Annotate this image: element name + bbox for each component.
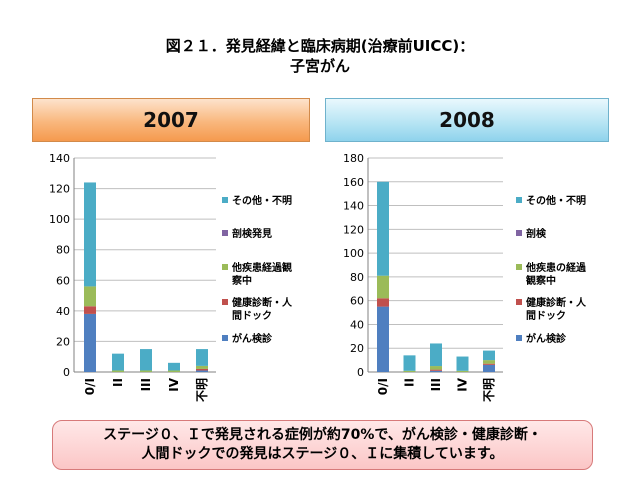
summary-note-line2: 人間ドックでの発見はステージ０、Ｉに集積しています。: [141, 446, 504, 462]
x-category-label: III: [139, 378, 153, 391]
y-tick-label: 20: [56, 335, 70, 348]
y-tick-label: 100: [49, 213, 70, 226]
y-tick-label: 20: [350, 342, 364, 355]
y-tick-label: 60: [56, 274, 70, 287]
y-tick-label: 160: [343, 176, 364, 189]
year-header-2007: 2007: [32, 98, 310, 142]
legend-entry: がん検診: [526, 332, 567, 345]
legend-entry: その他・不明: [526, 194, 586, 207]
x-category-label: II: [111, 378, 125, 387]
x-category-label: IV: [456, 377, 470, 391]
page-title: 図２１．発見経緯と臨床病期(治療前UICC)： 子宮がん: [0, 36, 640, 76]
bar-segment: [84, 306, 96, 314]
bar-segment: [483, 350, 495, 361]
x-category-label: II: [403, 378, 417, 387]
y-tick-label: 40: [56, 305, 70, 318]
x-category-label: III: [429, 378, 443, 391]
bar-segment: [84, 313, 96, 372]
page-title-line1: 図２１．発見経緯と臨床病期(治療前UICC)：: [165, 37, 475, 55]
x-category-label: IV: [167, 377, 181, 391]
summary-note-line1: ステージ０、Ｉで発見される症例が約70%で、がん検診・健康診断・: [103, 427, 542, 443]
year-header-2008: 2008: [325, 98, 609, 142]
bar-segment: [403, 355, 416, 371]
legend-swatch: [222, 230, 228, 236]
y-tick-label: 80: [350, 271, 364, 284]
y-tick-label: 0: [63, 366, 70, 379]
legend-entry: 他疾患の経過観察中: [525, 261, 587, 287]
legend-swatch: [222, 335, 228, 341]
y-tick-label: 120: [49, 183, 70, 196]
legend-swatch: [516, 197, 522, 203]
legend-swatch: [222, 197, 228, 203]
y-tick-label: 0: [357, 366, 364, 379]
bar-segment: [403, 370, 416, 372]
x-category-label: 0/I: [376, 378, 390, 395]
legend-entry: がん検診: [232, 332, 273, 345]
legend-entry: 他疾患経過観察中: [231, 261, 292, 287]
bar-segment: [112, 370, 124, 372]
y-tick-label: 180: [343, 152, 364, 165]
legend-entry: 剖検: [526, 227, 547, 240]
y-tick-label: 120: [343, 223, 364, 236]
bar-segment: [196, 365, 208, 369]
bar-segment: [377, 298, 389, 307]
bar-segment: [196, 349, 208, 366]
bar-segment: [430, 369, 442, 371]
year-label-2008: 2008: [439, 108, 495, 132]
legend-entry: その他・不明: [232, 194, 292, 207]
x-category-label: 0/I: [83, 378, 97, 395]
legend-entry: 健康診断・人間ドック: [526, 296, 587, 322]
summary-note: ステージ０、Ｉで発見される症例が約70%で、がん検診・健康診断・ 人間ドックでの…: [52, 420, 593, 470]
bar-segment: [483, 364, 495, 372]
bar-segment: [168, 362, 180, 371]
bar-segment: [196, 368, 208, 371]
bar-segment: [84, 182, 96, 287]
y-tick-label: 140: [343, 200, 364, 213]
bar-segment: [456, 370, 469, 372]
legend-swatch: [516, 335, 522, 341]
bar-segment: [112, 353, 124, 371]
bar-segment: [168, 370, 180, 372]
bar-segment: [196, 370, 208, 372]
bar-segment: [140, 370, 152, 372]
bar-segment: [483, 360, 495, 364]
y-tick-label: 40: [350, 318, 364, 331]
legend-swatch: [222, 264, 228, 270]
bar-segment: [430, 370, 442, 372]
bar-segment: [140, 349, 152, 371]
bar-segment: [483, 363, 495, 365]
bar-segment: [377, 306, 389, 372]
y-tick-label: 140: [49, 152, 70, 165]
bar-segment: [377, 181, 389, 276]
bar-segment: [430, 343, 442, 367]
legend-entry: 剖検発見: [232, 227, 272, 240]
y-tick-label: 60: [350, 295, 364, 308]
bar-segment: [456, 356, 469, 371]
bar-segment: [377, 275, 389, 299]
y-tick-label: 100: [343, 247, 364, 260]
bar-segment: [430, 366, 442, 370]
legend-swatch: [516, 264, 522, 270]
legend-swatch: [516, 299, 522, 305]
x-category-label: 不明: [195, 378, 209, 402]
legend-swatch: [222, 299, 228, 305]
x-category-label: 不明: [482, 378, 496, 402]
bar-segment: [84, 286, 96, 307]
year-label-2007: 2007: [143, 108, 199, 132]
legend-entry: 健康診断・人間ドック: [232, 296, 293, 322]
legend-swatch: [516, 230, 522, 236]
y-tick-label: 80: [56, 244, 70, 257]
page-title-line2: 子宮がん: [289, 57, 350, 75]
